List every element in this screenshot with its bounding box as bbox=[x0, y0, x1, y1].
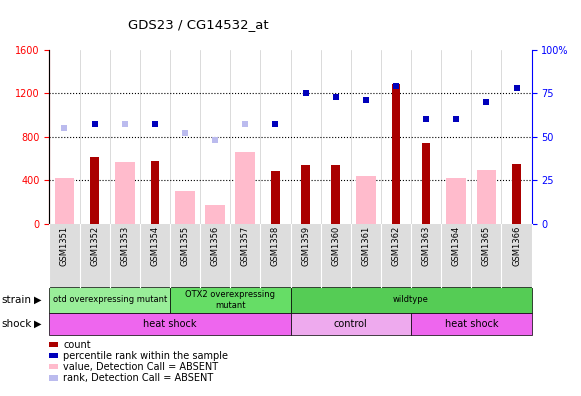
Text: GSM1363: GSM1363 bbox=[422, 226, 431, 266]
Text: GSM1357: GSM1357 bbox=[241, 226, 250, 266]
Text: rank, Detection Call = ABSENT: rank, Detection Call = ABSENT bbox=[63, 373, 214, 383]
Bar bbox=[271, 171, 279, 224]
Text: GSM1351: GSM1351 bbox=[60, 226, 69, 266]
Bar bbox=[175, 190, 195, 224]
Text: control: control bbox=[334, 319, 368, 329]
Text: strain: strain bbox=[2, 295, 32, 305]
Text: GSM1352: GSM1352 bbox=[90, 226, 99, 266]
Text: ▶: ▶ bbox=[34, 319, 41, 329]
Text: GSM1364: GSM1364 bbox=[452, 226, 461, 266]
Text: GSM1358: GSM1358 bbox=[271, 226, 280, 266]
Bar bbox=[302, 165, 310, 224]
Bar bbox=[150, 161, 159, 224]
Text: otd overexpressing mutant: otd overexpressing mutant bbox=[52, 295, 167, 305]
Text: heat shock: heat shock bbox=[143, 319, 197, 329]
Bar bbox=[356, 176, 376, 224]
Text: percentile rank within the sample: percentile rank within the sample bbox=[63, 350, 228, 361]
Bar bbox=[446, 178, 466, 224]
Bar bbox=[476, 170, 496, 224]
Bar bbox=[205, 205, 225, 224]
Text: heat shock: heat shock bbox=[444, 319, 498, 329]
Text: OTX2 overexpressing
mutant: OTX2 overexpressing mutant bbox=[185, 290, 275, 310]
Text: GSM1362: GSM1362 bbox=[392, 226, 400, 266]
Bar bbox=[91, 157, 99, 224]
Bar bbox=[115, 162, 135, 224]
Text: GSM1361: GSM1361 bbox=[361, 226, 370, 266]
Bar bbox=[55, 178, 74, 224]
Text: ▶: ▶ bbox=[34, 295, 41, 305]
Text: GSM1353: GSM1353 bbox=[120, 226, 129, 266]
Text: GSM1355: GSM1355 bbox=[181, 226, 189, 266]
Bar bbox=[392, 84, 400, 224]
Bar bbox=[512, 164, 521, 224]
Text: GSM1360: GSM1360 bbox=[331, 226, 340, 266]
Text: wildtype: wildtype bbox=[393, 295, 429, 305]
Text: GSM1359: GSM1359 bbox=[301, 226, 310, 266]
Bar bbox=[422, 143, 431, 224]
Text: GSM1356: GSM1356 bbox=[211, 226, 220, 266]
Text: shock: shock bbox=[2, 319, 32, 329]
Text: GSM1366: GSM1366 bbox=[512, 226, 521, 266]
Bar bbox=[235, 152, 255, 224]
Text: value, Detection Call = ABSENT: value, Detection Call = ABSENT bbox=[63, 362, 218, 372]
Text: GDS23 / CG14532_at: GDS23 / CG14532_at bbox=[128, 18, 268, 31]
Text: GSM1354: GSM1354 bbox=[150, 226, 159, 266]
Text: GSM1365: GSM1365 bbox=[482, 226, 491, 266]
Bar bbox=[332, 165, 340, 224]
Text: count: count bbox=[63, 339, 91, 350]
